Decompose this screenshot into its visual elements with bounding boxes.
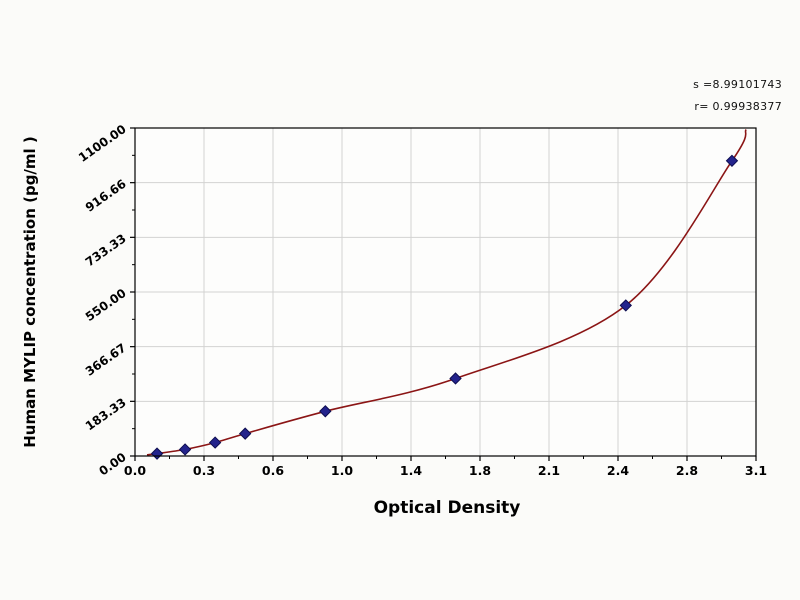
data-point-diamond <box>178 443 192 456</box>
data-point-diamond <box>208 436 222 449</box>
y-tick-label: 550.00 <box>83 286 129 324</box>
y-tick-label: 916.66 <box>83 177 129 215</box>
y-tick-label: 366.67 <box>83 341 129 379</box>
x-tick-label: 3.1 <box>745 463 767 478</box>
fit-statistic-s: s =8.99101743 <box>693 78 782 91</box>
x-axis-title: Optical Density <box>373 498 521 518</box>
x-tick-label: 2.4 <box>607 463 629 478</box>
data-point-diamond <box>238 427 252 440</box>
x-tick-label: 0.3 <box>193 463 215 478</box>
x-tick-label: 0.6 <box>262 463 284 478</box>
y-tick-label: 183.33 <box>83 395 129 433</box>
x-tick-label: 1.0 <box>331 463 353 478</box>
data-point-diamond <box>725 154 739 168</box>
x-tick-label: 2.8 <box>676 463 698 478</box>
y-tick-label: 733.33 <box>83 231 129 269</box>
y-axis-title: Human MYLIP concentration (pg/ml ) <box>21 136 39 448</box>
data-point-diamond <box>619 299 632 312</box>
fit-statistic-r: r= 0.99938377 <box>694 100 782 113</box>
data-point-diamond <box>449 372 462 385</box>
data-point-diamond <box>319 405 332 418</box>
x-tick-label: 2.1 <box>538 463 560 478</box>
y-tick-label: 1100.00 <box>76 122 129 165</box>
x-tick-label: 0.0 <box>124 463 146 478</box>
x-tick-label: 1.8 <box>469 463 491 478</box>
x-tick-label: 1.4 <box>400 463 422 478</box>
